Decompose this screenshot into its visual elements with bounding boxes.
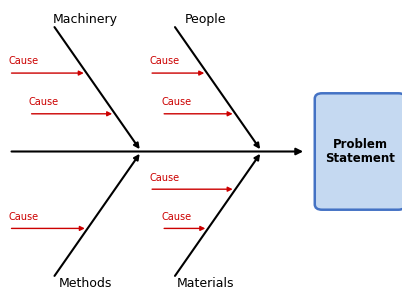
Text: Problem
Statement: Problem Statement	[325, 138, 395, 165]
Text: Cause: Cause	[149, 173, 179, 183]
Text: Methods: Methods	[58, 277, 112, 290]
Text: Cause: Cause	[149, 56, 179, 66]
Text: People: People	[185, 13, 226, 26]
FancyBboxPatch shape	[315, 93, 405, 210]
Text: Cause: Cause	[161, 97, 192, 107]
Text: Cause: Cause	[9, 56, 39, 66]
Text: Machinery: Machinery	[53, 13, 117, 26]
Text: Cause: Cause	[161, 212, 192, 222]
Text: Cause: Cause	[9, 212, 39, 222]
Text: Materials: Materials	[177, 277, 234, 290]
Text: Cause: Cause	[29, 97, 59, 107]
